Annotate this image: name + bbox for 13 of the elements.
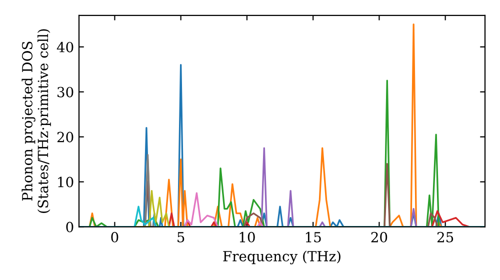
y-tick-label: 30 <box>58 86 74 98</box>
x-tick-label: 5 <box>178 232 184 242</box>
y-tick-label: 20 <box>57 132 74 142</box>
x-tick-label: 0 <box>111 232 118 242</box>
y-tick-label: 40 <box>56 42 74 52</box>
x-tick-label: 10 <box>240 232 255 242</box>
x-axis-title: Frequency (THz) <box>223 250 340 264</box>
y-tick-label: 10 <box>58 176 74 188</box>
x-tick-label: 25 <box>437 232 454 242</box>
y-axis-title: Phonon projected DOS (States/THz·primitive cell) <box>22 29 51 213</box>
x-tick-label: 20 <box>371 232 388 242</box>
y-tick-label: 0 <box>66 222 74 232</box>
x-tick-label: 15 <box>306 232 321 242</box>
